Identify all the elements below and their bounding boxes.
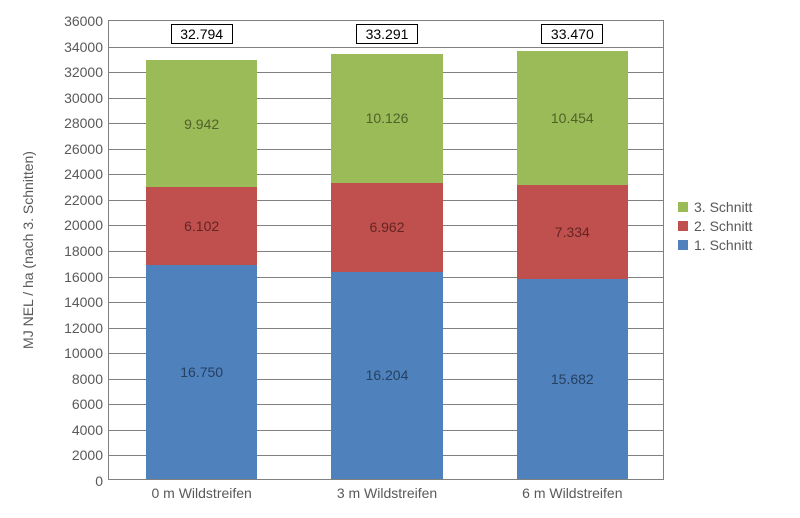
bar-group: 16.750 6.102 9.942 xyxy=(146,19,257,479)
x-tick-label: 6 m Wildstreifen xyxy=(522,479,622,501)
legend-label: 1. Schnitt xyxy=(694,237,752,253)
total-value-box: 32.794 xyxy=(171,24,233,44)
bar-segment: 10.454 xyxy=(517,51,628,185)
segment-value-label: 9.942 xyxy=(146,116,257,132)
y-tick-label: 28000 xyxy=(64,115,109,131)
segment-value-label: 16.204 xyxy=(331,367,442,383)
segment-value-label: 6.962 xyxy=(331,219,442,235)
segment-value-label: 10.126 xyxy=(331,110,442,126)
total-value-box: 33.291 xyxy=(356,24,418,44)
segment-value-label: 15.682 xyxy=(517,371,628,387)
legend-item: 2. Schnitt xyxy=(678,218,752,234)
bar-segment: 15.682 xyxy=(517,279,628,479)
legend-swatch xyxy=(678,221,688,231)
bar-segment: 6.962 xyxy=(331,183,442,272)
y-tick-label: 8000 xyxy=(72,371,109,387)
y-tick-label: 4000 xyxy=(72,422,109,438)
bar-group: 15.682 7.334 10.454 xyxy=(517,19,628,479)
y-tick-label: 24000 xyxy=(64,166,109,182)
total-value-box: 33.470 xyxy=(541,24,603,44)
y-tick-label: 14000 xyxy=(64,294,109,310)
y-tick-label: 6000 xyxy=(72,396,109,412)
legend-swatch xyxy=(678,202,688,212)
legend-item: 3. Schnitt xyxy=(678,199,752,215)
y-tick-label: 10000 xyxy=(64,345,109,361)
y-tick-label: 22000 xyxy=(64,192,109,208)
segment-value-label: 7.334 xyxy=(517,224,628,240)
bar-segment: 7.334 xyxy=(517,185,628,279)
bar-segment: 16.204 xyxy=(331,272,442,479)
segment-value-label: 16.750 xyxy=(146,364,257,380)
bar-segment: 10.126 xyxy=(331,54,442,183)
y-tick-label: 34000 xyxy=(64,39,109,55)
legend-label: 3. Schnitt xyxy=(694,199,752,215)
y-tick-label: 32000 xyxy=(64,64,109,80)
y-axis-label: MJ NEL / ha (nach 3. Schnitten) xyxy=(20,151,36,349)
bar-segment: 16.750 xyxy=(146,265,257,479)
bar-segment: 9.942 xyxy=(146,60,257,187)
legend-label: 2. Schnitt xyxy=(694,218,752,234)
y-tick-label: 26000 xyxy=(64,141,109,157)
y-tick-label: 30000 xyxy=(64,90,109,106)
x-tick-label: 3 m Wildstreifen xyxy=(337,479,437,501)
plot-area: 0200040006000800010000120001400016000180… xyxy=(108,20,664,480)
x-tick-label: 0 m Wildstreifen xyxy=(151,479,251,501)
legend: 3. Schnitt 2. Schnitt 1. Schnitt xyxy=(678,196,752,256)
legend-swatch xyxy=(678,240,688,250)
legend-item: 1. Schnitt xyxy=(678,237,752,253)
y-tick-label: 16000 xyxy=(64,269,109,285)
segment-value-label: 6.102 xyxy=(146,218,257,234)
bar-group: 16.204 6.962 10.126 xyxy=(331,19,442,479)
y-tick-label: 12000 xyxy=(64,320,109,336)
y-tick-label: 0 xyxy=(95,473,109,489)
y-tick-label: 20000 xyxy=(64,217,109,233)
bar-segment: 6.102 xyxy=(146,187,257,265)
segment-value-label: 10.454 xyxy=(517,110,628,126)
y-tick-label: 36000 xyxy=(64,13,109,29)
y-tick-label: 2000 xyxy=(72,447,109,463)
y-tick-label: 18000 xyxy=(64,243,109,259)
